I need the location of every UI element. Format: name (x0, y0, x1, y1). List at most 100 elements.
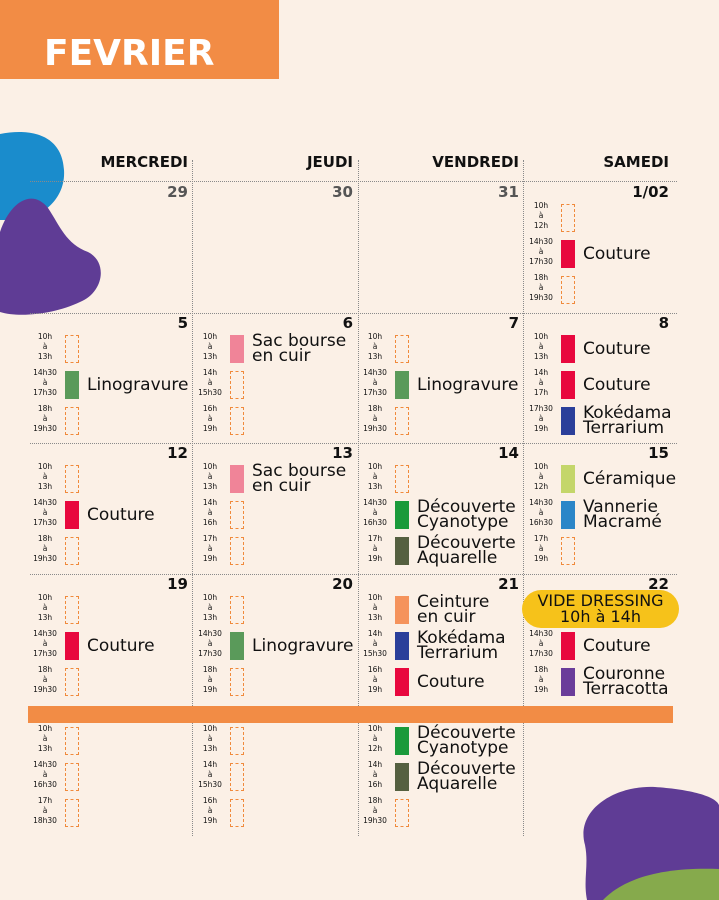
workshop-label: Ceinture en cuir (417, 593, 489, 627)
column-divider (358, 160, 359, 836)
workshop-label: Découverte Cyanotype (417, 724, 516, 758)
workshop-name-line2: en cuir (252, 346, 311, 366)
time-slot: 14h30 à 16h30 Découverte Cyanotype (361, 498, 526, 534)
slot-time: 10h à 13h (196, 724, 224, 754)
workshop-name: Couture (583, 243, 651, 264)
workshop-name-line2: Cyanotype (417, 738, 509, 758)
time-slot: 17h30 à 19h Kokédama Terrarium (527, 404, 692, 440)
slot-time-part: 13h (37, 613, 53, 622)
empty-slot-marker (65, 335, 79, 363)
slot-time-part: 10h (202, 724, 218, 733)
slot-time-part: 13h (367, 482, 383, 491)
empty-slot-marker (230, 668, 244, 696)
slot-time: 18h à 19h30 (31, 665, 59, 695)
workshop-color-marker (65, 501, 79, 529)
empty-slot-marker (230, 407, 244, 435)
time-slot: 16h à 19h (196, 404, 361, 440)
day-cell: 14 10h à 13h 14h30 à 16h30 Découverte Cyanotype 1… (361, 444, 522, 574)
slot-time: 18h à 19h (196, 665, 224, 695)
day-number: 8 (658, 314, 669, 332)
slot-time: 10h à 13h (31, 724, 59, 754)
slot-time-part: à (538, 544, 544, 553)
slot-time-part: 10h (37, 593, 53, 602)
workshop-name: Vannerie (583, 497, 658, 517)
slot-time: 18h à 19h30 (361, 796, 389, 826)
slot-time-part: 13h (533, 352, 549, 361)
slot-time-part: à (372, 378, 378, 387)
vide-dressing-time: 10h à 14h (560, 607, 641, 626)
slot-time-part: à (372, 806, 378, 815)
day-cell: 20 10h à 13h 14h30 à 17h30 Linogravure 18h à 19h (196, 575, 356, 705)
slot-time-part: 14h30 (363, 368, 387, 377)
slot-time-part: à (538, 283, 544, 292)
workshop-name: Découverte (417, 723, 516, 743)
slot-time-part: 15h30 (198, 388, 222, 397)
slot-time: 17h à 18h30 (31, 796, 59, 826)
workshop-color-marker (395, 537, 409, 565)
time-slot: 18h à 19h30 (361, 796, 526, 832)
slot-time-part: 18h (37, 534, 53, 543)
time-slot: 18h à 19h30 (31, 404, 196, 440)
workshop-name-line2: en cuir (252, 476, 311, 496)
slot-time-part: 10h (533, 201, 549, 210)
day-cell: 2610hà13h14h30à16h3017hà18h30 (31, 706, 191, 836)
slot-time-part: à (372, 508, 378, 517)
empty-slot-marker (65, 799, 79, 827)
slot-time-part: 19h30 (529, 293, 553, 302)
day-cell: 13 10h à 13h Sac bourse en cuir 14h à 16h 17h à 19h (196, 444, 356, 574)
workshop-name: Sac bourse (252, 331, 347, 351)
day-cell: 1/02 10h à 12h 14h30 à 17h30 Couture 18h à 19h30 (527, 183, 672, 313)
slot-time-part: à (538, 675, 544, 684)
slot-time-part: 16h (202, 796, 218, 805)
slot-time-part: 13h (37, 352, 53, 361)
workshop-name: Découverte (417, 497, 516, 517)
vide-dressing-title: VIDE DRESSING (537, 591, 664, 610)
slot-time-part: 14h30 (529, 237, 553, 246)
workshop-color-marker (230, 632, 244, 660)
slot-time: 17h à 19h (361, 534, 389, 564)
slot-time-part: à (42, 342, 48, 351)
slot-time-part: 17h30 (33, 388, 57, 397)
slot-time: 14h30 à 16h30 (361, 498, 389, 528)
time-slot: 14h30 à 17h30 Linogravure (196, 629, 361, 665)
empty-slot-marker (65, 465, 79, 493)
time-slot: 18h à 19h (196, 665, 361, 701)
slot-time-part: 19h (202, 685, 218, 694)
workshop-name: Couture (583, 338, 651, 359)
workshop-label: Kokédama Terrarium (417, 629, 506, 663)
workshop-name: Céramique (583, 468, 677, 489)
slot-time-part: 14h30 (529, 629, 553, 638)
slot-time-part: 10h (202, 332, 218, 341)
workshop-name-line2: Terrarium (417, 643, 499, 663)
time-slot: 14h à 15h30 (196, 760, 361, 796)
workshop-name-line2: en cuir (417, 607, 476, 627)
time-slot: 10h à 13h (196, 724, 361, 760)
workshop-color-marker (230, 465, 244, 493)
slot-time-part: à (372, 675, 378, 684)
slot-time-part: à (372, 472, 378, 481)
slot-time: 16h à 19h (196, 404, 224, 434)
slot-time-part: à (372, 770, 378, 779)
workshop-name: Kokédama (583, 403, 672, 423)
slot-time: 10h à 12h (527, 201, 555, 231)
day-number: 21 (498, 575, 519, 593)
slot-time-part: 13h (367, 613, 383, 622)
workshop-name: Couture (417, 671, 485, 692)
time-slot: 18h à 19h30 (31, 665, 196, 701)
day-cell: 22 14h30 à 17h30 Couture 18h à 19h Couronne Terra… (527, 575, 672, 705)
slot-time-part: à (538, 472, 544, 481)
slot-time: 14h à 15h30 (196, 760, 224, 790)
workshop-name: Couronne (583, 664, 666, 684)
row-divider (30, 574, 677, 575)
workshop-label: Couronne Terracotta (583, 665, 669, 699)
workshop-label: Couture (417, 665, 485, 699)
day-cell: 2710hà13h14hà15h3016hà19h (196, 706, 356, 836)
workshop-label: Couture (583, 332, 651, 366)
slot-time-part: 14h30 (363, 498, 387, 507)
time-slot: 14h à 16h Découverte Aquarelle (361, 760, 526, 796)
workshop-color-marker (230, 335, 244, 363)
workshop-color-marker (561, 335, 575, 363)
time-slot: 10h à 13h Sac bourse en cuir (196, 462, 361, 498)
slot-time-part: à (42, 472, 48, 481)
day-cell: 8 10h à 13h Couture 14h à 17h Couture 17h30 à 19h Ko… (527, 314, 672, 444)
